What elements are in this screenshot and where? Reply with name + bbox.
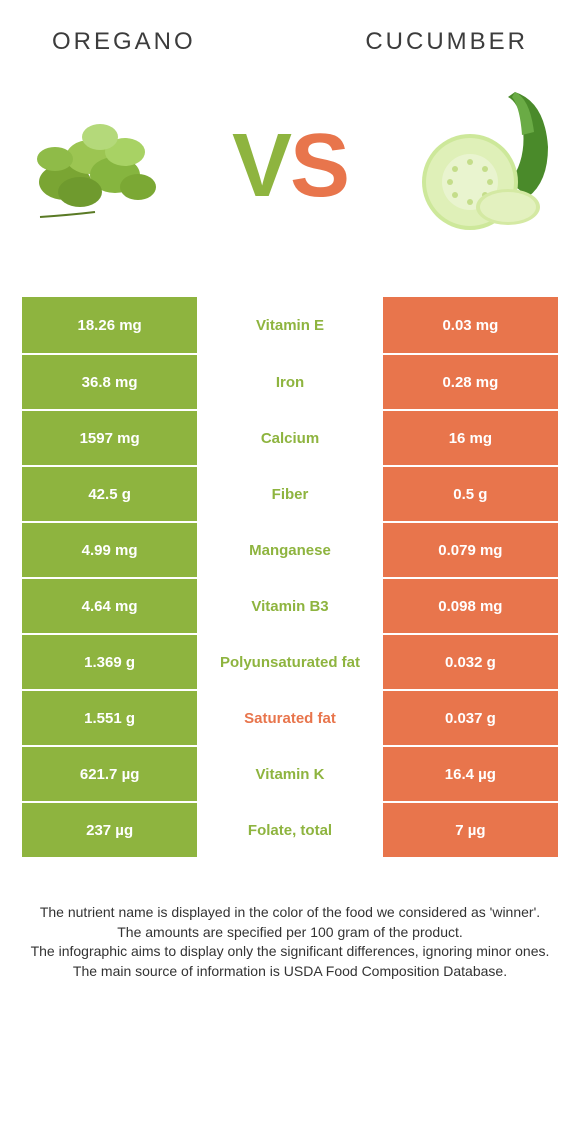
- value-left: 4.99 mg: [22, 523, 197, 577]
- nutrient-label: Fiber: [197, 467, 383, 521]
- nutrient-label: Vitamin K: [197, 747, 383, 801]
- value-right: 0.098 mg: [383, 579, 558, 633]
- nutrient-label: Manganese: [197, 523, 383, 577]
- nutrient-row: 36.8 mgIron0.28 mg: [22, 353, 558, 409]
- value-left: 36.8 mg: [22, 355, 197, 409]
- nutrient-label: Iron: [197, 355, 383, 409]
- value-left: 18.26 mg: [22, 297, 197, 353]
- nutrient-row: 621.7 µgVitamin K16.4 µg: [22, 745, 558, 801]
- footnote-line: The amounts are specified per 100 gram o…: [24, 923, 556, 943]
- value-right: 16.4 µg: [383, 747, 558, 801]
- nutrient-label: Polyunsaturated fat: [197, 635, 383, 689]
- footnote-line: The main source of information is USDA F…: [24, 962, 556, 982]
- value-right: 0.5 g: [383, 467, 558, 521]
- value-left: 1.551 g: [22, 691, 197, 745]
- value-left: 237 µg: [22, 803, 197, 857]
- value-right: 0.079 mg: [383, 523, 558, 577]
- footnote-line: The nutrient name is displayed in the co…: [24, 903, 556, 923]
- nutrient-label: Calcium: [197, 411, 383, 465]
- nutrient-row: 4.64 mgVitamin B30.098 mg: [22, 577, 558, 633]
- title-left: OREGANO: [52, 28, 196, 56]
- nutrient-label: Vitamin E: [197, 297, 383, 353]
- footnote-line: The infographic aims to display only the…: [24, 942, 556, 962]
- hero: VS: [0, 74, 580, 259]
- nutrient-row: 237 µgFolate, total7 µg: [22, 801, 558, 857]
- nutrient-label: Saturated fat: [197, 691, 383, 745]
- vs-label: VS: [232, 115, 348, 218]
- value-left: 1597 mg: [22, 411, 197, 465]
- value-right: 0.032 g: [383, 635, 558, 689]
- nutrient-row: 18.26 mgVitamin E0.03 mg: [22, 297, 558, 353]
- nutrient-table: 18.26 mgVitamin E0.03 mg36.8 mgIron0.28 …: [20, 295, 560, 859]
- footnotes: The nutrient name is displayed in the co…: [24, 903, 556, 981]
- header: OREGANO CUCUMBER: [0, 0, 580, 74]
- value-right: 0.03 mg: [383, 297, 558, 353]
- nutrient-row: 1.551 gSaturated fat0.037 g: [22, 689, 558, 745]
- cucumber-image: [400, 87, 560, 247]
- oregano-image: [20, 87, 180, 247]
- value-left: 42.5 g: [22, 467, 197, 521]
- value-left: 621.7 µg: [22, 747, 197, 801]
- value-right: 0.28 mg: [383, 355, 558, 409]
- nutrient-row: 1.369 gPolyunsaturated fat0.032 g: [22, 633, 558, 689]
- title-right: CUCUMBER: [365, 28, 528, 56]
- nutrient-label: Vitamin B3: [197, 579, 383, 633]
- value-right: 7 µg: [383, 803, 558, 857]
- nutrient-label: Folate, total: [197, 803, 383, 857]
- nutrient-row: 1597 mgCalcium16 mg: [22, 409, 558, 465]
- vs-s: S: [290, 116, 348, 216]
- nutrient-row: 4.99 mgManganese0.079 mg: [22, 521, 558, 577]
- value-left: 1.369 g: [22, 635, 197, 689]
- nutrient-row: 42.5 gFiber0.5 g: [22, 465, 558, 521]
- value-right: 16 mg: [383, 411, 558, 465]
- value-left: 4.64 mg: [22, 579, 197, 633]
- vs-v: V: [232, 116, 290, 216]
- value-right: 0.037 g: [383, 691, 558, 745]
